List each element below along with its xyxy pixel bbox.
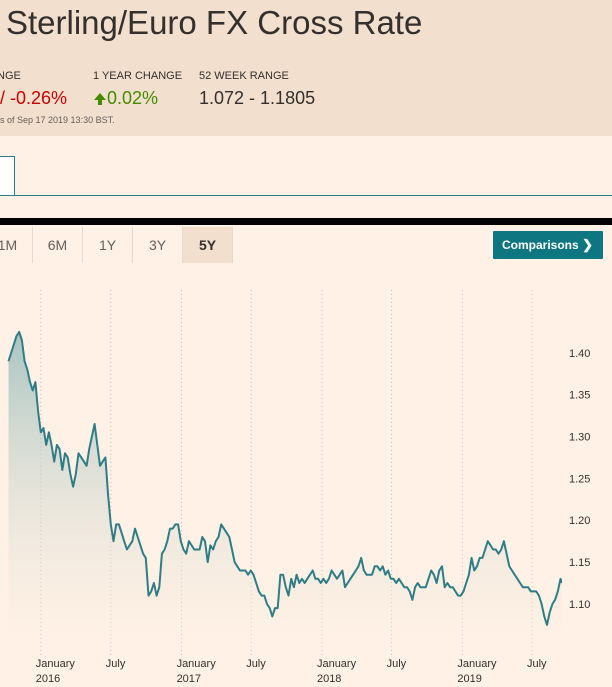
search-input[interactable] xyxy=(0,156,15,196)
comparisons-button[interactable]: Comparisons ❯ xyxy=(493,231,603,259)
tab-5y[interactable]: 5Y xyxy=(183,227,233,263)
chevron-right-icon: ❯ xyxy=(582,237,593,252)
x-tick-label: July xyxy=(387,658,407,670)
year-change: 0.02% xyxy=(94,88,158,109)
y-tick-label: 1.40 xyxy=(569,348,590,360)
x-tick-label: January xyxy=(36,658,76,670)
year-change-label: 1 YEAR CHANGE xyxy=(93,70,183,82)
day-change-value: / -0.26% xyxy=(0,88,68,108)
x-tick-label: July xyxy=(527,658,547,670)
tab-1y[interactable]: 1Y xyxy=(83,227,133,263)
search-area xyxy=(0,136,612,218)
divider-bar xyxy=(0,218,612,225)
y-tick-label: 1.20 xyxy=(569,515,590,527)
x-tick-year: 2019 xyxy=(457,673,481,685)
y-tick-label: 1.35 xyxy=(569,390,590,402)
tab-1m[interactable]: 1M xyxy=(0,227,33,263)
comparisons-label: Comparisons xyxy=(502,238,579,252)
y-tick-label: 1.25 xyxy=(569,473,590,485)
price-line xyxy=(7,330,562,626)
x-tick-label: January xyxy=(457,658,497,670)
x-tick-label: January xyxy=(317,658,357,670)
x-tick-label: January xyxy=(177,658,217,670)
year-change-value: 0.02% xyxy=(107,88,159,108)
tab-3y[interactable]: 3Y xyxy=(133,227,183,263)
day-change-label: NGE xyxy=(0,70,21,82)
x-tick-year: 2017 xyxy=(177,673,201,685)
tab-6m[interactable]: 6M xyxy=(33,227,83,263)
x-tick-year: 2018 xyxy=(317,673,341,685)
timestamp: s of Sep 17 2019 13:30 BST. xyxy=(0,115,115,125)
y-tick-label: 1.10 xyxy=(569,599,590,611)
y-tick-label: 1.30 xyxy=(569,432,590,444)
x-tick-label: July xyxy=(106,658,126,670)
x-tick-year: 2016 xyxy=(36,673,60,685)
y-tick-label: 1.15 xyxy=(569,557,590,569)
range-value: 1.072 - 1.1805 xyxy=(199,88,316,108)
x-axis: January 2016 July January 2017 July January 201… xyxy=(36,658,547,685)
x-tick-label: July xyxy=(246,658,266,670)
page-title: Sterling/Euro FX Cross Rate xyxy=(6,4,423,41)
search-underline xyxy=(15,195,612,196)
range-label: 52 WEEK RANGE xyxy=(199,70,289,82)
quote-header: Sterling/Euro FX Cross Rate NGE / -0.26%… xyxy=(0,0,612,136)
price-area xyxy=(8,331,562,650)
y-axis: 1.10 1.15 1.20 1.25 1.30 1.35 1.40 xyxy=(569,348,590,611)
arrow-up-icon xyxy=(94,93,106,105)
